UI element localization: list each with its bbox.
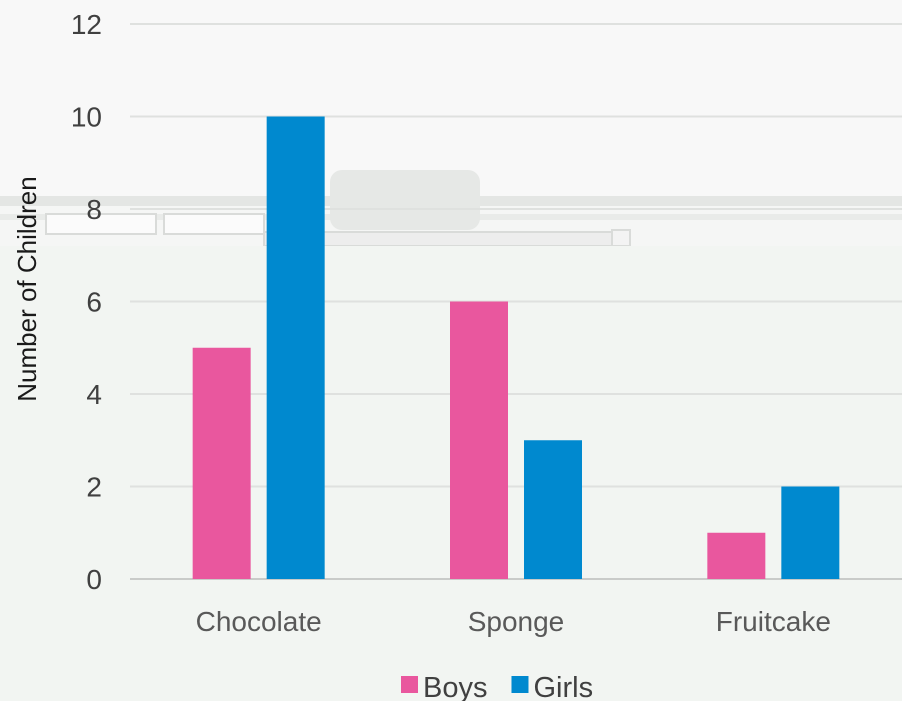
x-category-label: Sponge: [468, 606, 565, 637]
gridlines: [130, 23, 902, 580]
bar-girls-fruitcake: [781, 486, 840, 579]
x-category-labels: Chocolate Sponge Fruitcake: [196, 606, 831, 637]
y-axis-title: Number of Children: [12, 176, 42, 401]
y-tick-label: 2: [86, 472, 102, 503]
legend-swatch-girls: [511, 676, 529, 693]
x-category-label: Fruitcake: [716, 606, 831, 637]
bar-girls-sponge: [524, 440, 582, 579]
bar-boys-sponge: [450, 301, 508, 579]
y-tick-label: 10: [71, 102, 102, 133]
bars: [192, 116, 840, 579]
legend-swatch-boys: [401, 676, 418, 693]
y-tick-label: 6: [86, 287, 102, 318]
x-category-label: Chocolate: [196, 606, 322, 637]
y-tick-label: 4: [86, 379, 102, 410]
legend: Boys Girls: [401, 672, 593, 701]
bar-boys-fruitcake: [707, 532, 766, 579]
y-tick-label: 12: [71, 9, 102, 40]
legend-label-girls: Girls: [533, 672, 593, 701]
bar-boys-chocolate: [192, 347, 251, 579]
y-tick-label: 0: [86, 564, 102, 595]
y-tick-label: 8: [86, 194, 102, 225]
legend-label-boys: Boys: [423, 672, 487, 701]
y-tick-labels: 0 2 4 6 8 10 12: [71, 9, 102, 595]
bar-girls-chocolate: [266, 116, 325, 579]
